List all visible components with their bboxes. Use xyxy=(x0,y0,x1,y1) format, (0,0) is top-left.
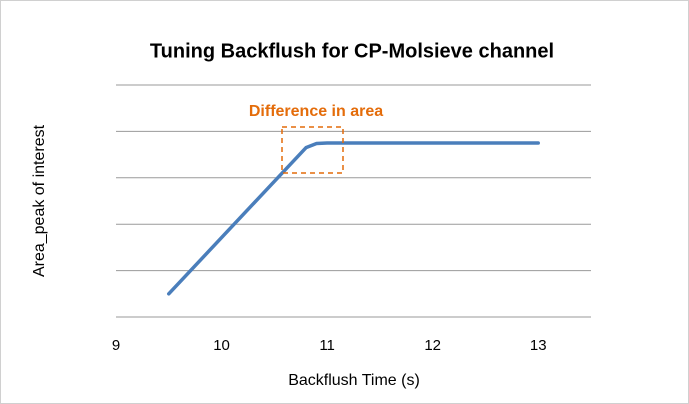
x-tick-label: 9 xyxy=(112,337,120,354)
x-tick-label: 10 xyxy=(213,337,230,354)
data-line xyxy=(167,141,540,296)
chart-title: Tuning Backflush for CP-Molsieve channel xyxy=(150,40,554,62)
annotation: Difference in area xyxy=(249,103,383,120)
x-axis-label: Backflush Time (s) xyxy=(288,372,420,389)
x-tick-label: 11 xyxy=(319,337,335,354)
y-axis-label: Area_peak of interest xyxy=(31,124,48,277)
x-tick-label: 13 xyxy=(530,337,547,354)
x-tick-label: 12 xyxy=(424,337,441,354)
annotation-box xyxy=(281,126,344,174)
plot-area: 9 10 11 12 13 xyxy=(112,84,591,354)
